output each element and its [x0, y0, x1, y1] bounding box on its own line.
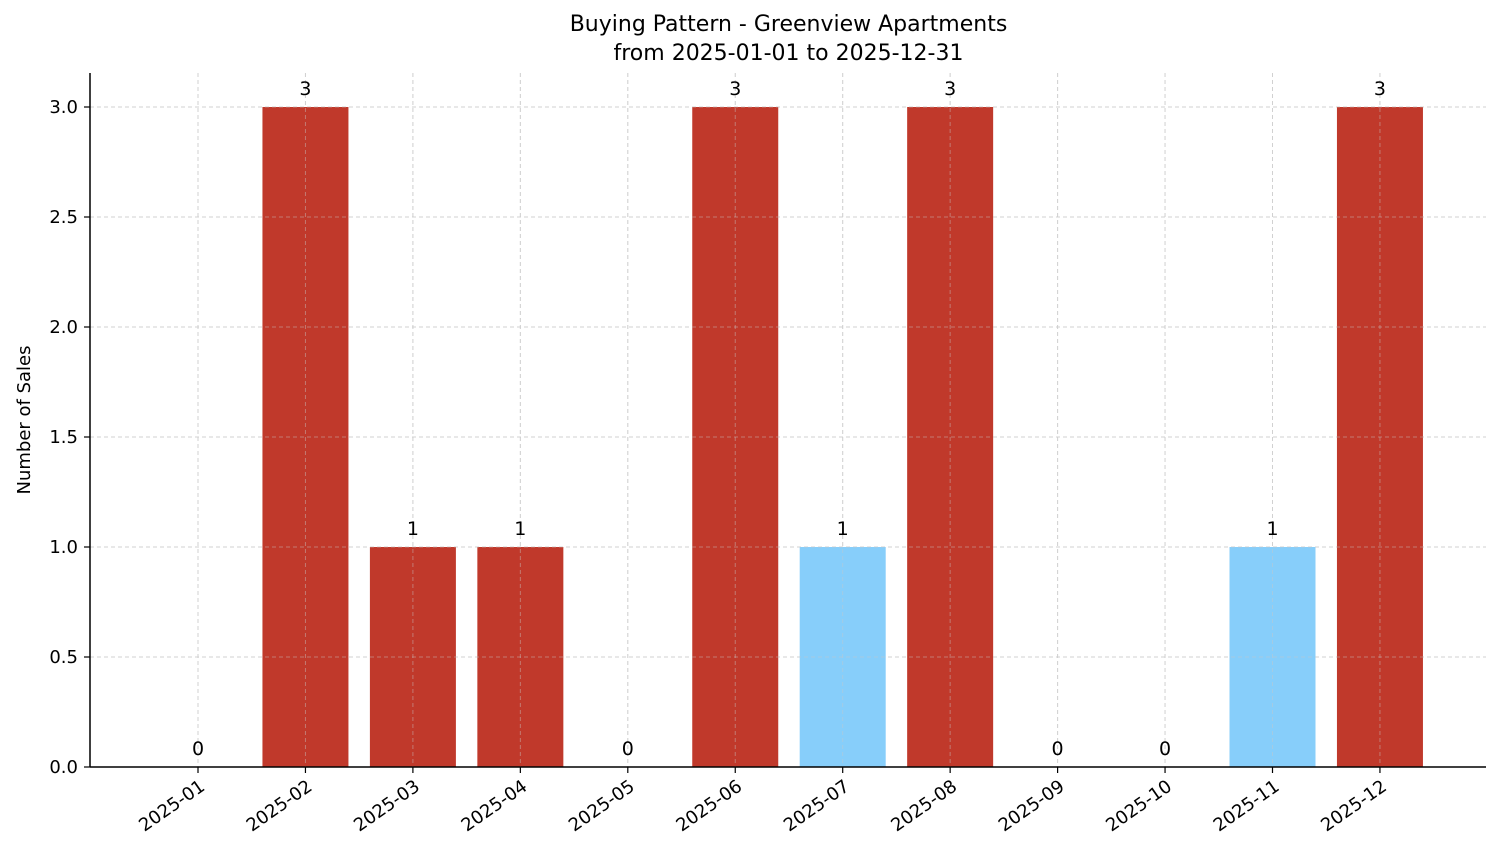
x-tick-label: 2025-06 — [672, 776, 746, 836]
x-tick-label: 2025-07 — [780, 776, 854, 836]
bar-value-label: 0 — [622, 738, 634, 760]
bar-value-label: 0 — [1159, 738, 1171, 760]
bar-2025-12 — [1336, 107, 1423, 767]
x-tick-label: 2025-03 — [350, 776, 424, 836]
grid-lines-overlay — [90, 73, 1486, 767]
x-tick-label: 2025-10 — [1102, 776, 1176, 836]
chart-subtitle: from 2025-01-01 to 2025-12-31 — [613, 41, 964, 66]
bar-2025-03 — [369, 547, 456, 767]
y-tick-label: 3.0 — [49, 97, 78, 118]
y-tick-label: 2.5 — [49, 207, 78, 228]
x-tick-label: 2025-01 — [135, 776, 209, 836]
x-tick-label: 2025-08 — [887, 776, 961, 836]
bar-2025-11 — [1229, 547, 1316, 767]
bar-value-label: 3 — [944, 78, 956, 100]
x-tick-label: 2025-12 — [1317, 776, 1391, 836]
x-tick-label: 2025-05 — [565, 776, 639, 836]
x-tick-label: 2025-11 — [1210, 776, 1284, 836]
y-axis-label: Number of Sales — [14, 345, 35, 494]
bar-value-label: 1 — [1266, 518, 1278, 540]
bar-value-label: 0 — [192, 738, 204, 760]
chart-title: Buying Pattern - Greenview Apartments — [569, 12, 1008, 37]
bar-value-label: 1 — [837, 518, 849, 540]
bar-value-label: 3 — [299, 78, 311, 100]
x-tick-label: 2025-09 — [995, 776, 1069, 836]
x-tick-label: 2025-02 — [243, 776, 317, 836]
bar-value-label: 1 — [407, 518, 419, 540]
bar-2025-06 — [692, 107, 779, 767]
bar-2025-04 — [477, 547, 564, 767]
bar-2025-02 — [262, 107, 349, 767]
y-tick-label: 2.0 — [49, 317, 78, 338]
bars — [262, 107, 1423, 767]
bar-value-label: 1 — [514, 518, 526, 540]
bar-value-label: 3 — [1374, 78, 1386, 100]
y-tick-label: 1.0 — [49, 537, 78, 558]
bar-value-labels: 0 3 1 1 0 3 1 3 0 0 1 3 — [192, 78, 1386, 760]
bar-value-label: 0 — [1052, 738, 1064, 760]
y-tick-label: 0.0 — [49, 757, 78, 778]
bar-2025-07 — [799, 547, 886, 767]
x-tick-label: 2025-04 — [458, 776, 532, 836]
y-tick-label: 0.5 — [49, 647, 78, 668]
bar-2025-08 — [907, 107, 994, 767]
y-tick-label: 1.5 — [49, 427, 78, 448]
bar-value-label: 3 — [729, 78, 741, 100]
chart-title-block: Buying Pattern - Greenview Apartments fr… — [0, 10, 1501, 68]
